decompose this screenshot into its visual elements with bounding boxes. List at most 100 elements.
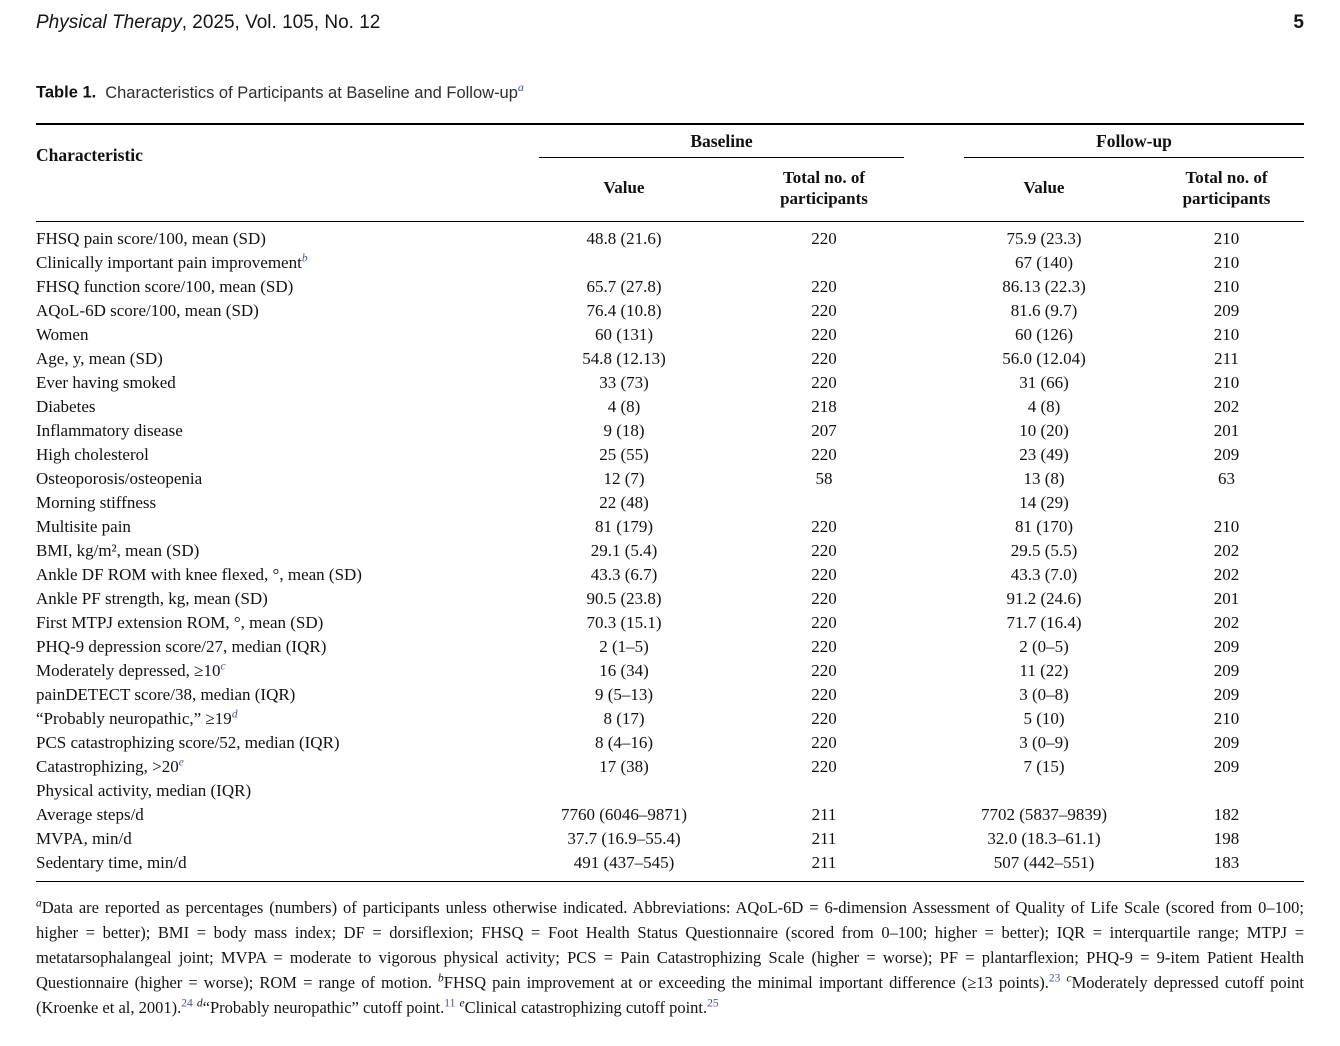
table-row: Average steps/d 7760 (6046–9871) 211 770…	[36, 803, 1304, 827]
followup-value-cell: 43.3 (7.0)	[1010, 564, 1078, 584]
baseline-total-cell: 220	[811, 276, 837, 296]
baseline-value-cell: 12 (7)	[603, 468, 645, 488]
baseline-group-header: Baseline	[539, 124, 939, 158]
baseline-total-cell: 220	[811, 636, 837, 656]
characteristic-cell: Ankle DF ROM with knee flexed, °, mean (…	[36, 563, 539, 587]
followup-value-cell	[939, 779, 1149, 803]
table-row: Osteoporosis/osteopenia 12 (7) 58 13 (8)…	[36, 467, 1304, 491]
baseline-value-cell: 9 (5–13)	[594, 684, 654, 704]
baseline-total-cell: 220	[811, 228, 837, 248]
followup-total-cell: 210	[1213, 324, 1240, 344]
followup-total-cell: 198	[1213, 828, 1240, 848]
baseline-value-cell: 2 (1–5)	[599, 636, 649, 656]
row-label-text: Diabetes	[36, 396, 96, 416]
followup-value-cell: 31 (66)	[1019, 372, 1069, 392]
baseline-total-cell: 218	[811, 396, 837, 416]
row-label-text: MVPA, min/d	[36, 828, 132, 848]
journal-citation-rest: , 2025, Vol. 105, No. 12	[181, 12, 381, 33]
followup-total-cell: 210	[1213, 252, 1240, 272]
followup-value-cell: 60 (126)	[1014, 324, 1074, 344]
characteristic-cell: Women	[36, 323, 539, 347]
characteristic-cell: Average steps/d	[36, 803, 539, 827]
row-label-text: Clinically important pain improvement	[36, 252, 302, 272]
baseline-value-cell: 491 (437–545)	[573, 852, 675, 872]
table-row: PHQ-9 depression score/27, median (IQR) …	[36, 635, 1304, 659]
followup-total-cell: 202	[1213, 396, 1240, 416]
table-caption-label: Table 1.	[36, 83, 97, 102]
characteristic-cell: MVPA, min/d	[36, 827, 539, 851]
row-footnote-marker[interactable]: d	[231, 707, 238, 720]
followup-value-cell: 10 (20)	[1019, 420, 1069, 440]
baseline-value-cell: 70.3 (15.1)	[586, 612, 662, 632]
baseline-total-cell: 220	[811, 756, 837, 776]
reference-link[interactable]: 23	[1048, 972, 1061, 984]
footnote-marker: c	[1066, 972, 1072, 984]
followup-value-cell: 5 (10)	[1023, 708, 1065, 728]
table-row: Ankle DF ROM with knee flexed, °, mean (…	[36, 563, 1304, 587]
table-row: MVPA, min/d 37.7 (16.9–55.4) 211 32.0 (1…	[36, 827, 1304, 851]
baseline-total-cell: 220	[811, 300, 837, 320]
baseline-total-cell: 220	[811, 708, 837, 728]
row-label-text: BMI, kg/m², mean (SD)	[36, 540, 200, 560]
reference-link[interactable]: 24	[181, 997, 193, 1009]
baseline-total-cell: 220	[811, 588, 837, 608]
row-footnote-marker[interactable]: b	[301, 251, 308, 264]
baseline-total-cell: 211	[811, 804, 837, 824]
followup-total-cell: 183	[1213, 852, 1240, 872]
row-label-text: High cholesterol	[36, 444, 149, 464]
reference-link[interactable]: 25	[707, 997, 719, 1009]
table-row: FHSQ function score/100, mean (SD) 65.7 …	[36, 275, 1304, 299]
row-label-text: Moderately depressed, ≥10	[36, 660, 221, 680]
baseline-total-cell: 220	[811, 684, 837, 704]
baseline-value-cell: 17 (38)	[599, 756, 649, 776]
footnote-text: “Probably neuropathic” cutoff point.	[202, 997, 445, 1017]
followup-total-cell: 210	[1213, 708, 1240, 728]
table-row: AQoL-6D score/100, mean (SD) 76.4 (10.8)…	[36, 299, 1304, 323]
followup-value-cell: 507 (442–551)	[993, 852, 1095, 872]
followup-total-cell	[1149, 779, 1304, 803]
baseline-total-cell: 220	[811, 540, 837, 560]
baseline-total-cell	[709, 779, 939, 803]
characteristic-cell: Morning stiffness	[36, 491, 539, 515]
baseline-value-cell: 43.3 (6.7)	[590, 564, 658, 584]
followup-total-cell: 209	[1213, 732, 1240, 752]
baseline-total-cell: 220	[811, 660, 837, 680]
baseline-value-cell: 48.8 (21.6)	[586, 228, 662, 248]
followup-value-cell: 3 (0–8)	[1019, 684, 1069, 704]
reference-link[interactable]: 11	[444, 997, 456, 1009]
baseline-total-cell: 211	[811, 852, 837, 872]
baseline-value-cell: 25 (55)	[599, 444, 649, 464]
table-row: Ever having smoked 33 (73) 220 31 (66) 2…	[36, 371, 1304, 395]
table-row: “Probably neuropathic,” ≥19d 8 (17) 220 …	[36, 707, 1304, 731]
followup-group-header: Follow-up	[939, 124, 1304, 158]
characteristic-cell: Osteoporosis/osteopenia	[36, 467, 539, 491]
followup-total-cell: 202	[1213, 540, 1240, 560]
baseline-value-cell: 8 (4–16)	[594, 732, 654, 752]
followup-value-cell: 14 (29)	[1019, 492, 1069, 512]
baseline-total-cell: 220	[811, 324, 837, 344]
followup-value-cell: 7 (15)	[1023, 756, 1065, 776]
followup-total-cell: 211	[1214, 348, 1239, 368]
table-row: First MTPJ extension ROM, °, mean (SD) 7…	[36, 611, 1304, 635]
row-footnote-marker[interactable]: c	[220, 659, 226, 672]
followup-value-cell: 29.5 (5.5)	[1010, 540, 1078, 560]
baseline-total-cell: 220	[811, 732, 837, 752]
baseline-value-cell: 29.1 (5.4)	[590, 540, 658, 560]
row-footnote-marker[interactable]: e	[178, 755, 184, 768]
characteristic-cell: painDETECT score/38, median (IQR)	[36, 683, 539, 707]
followup-value-cell: 2 (0–5)	[1019, 636, 1069, 656]
row-label-text: Ankle PF strength, kg, mean (SD)	[36, 588, 268, 608]
caption-footnote-marker[interactable]: a	[517, 80, 524, 94]
followup-value-cell: 86.13 (22.3)	[1002, 276, 1086, 296]
followup-value-cell: 81 (170)	[1014, 516, 1074, 536]
followup-value-cell: 32.0 (18.3–61.1)	[987, 828, 1101, 848]
followup-total-cell: 210	[1213, 228, 1240, 248]
baseline-total-cell	[709, 491, 939, 515]
baseline-value-cell: 90.5 (23.8)	[586, 588, 662, 608]
table-row: Clinically important pain improvementb 6…	[36, 251, 1304, 275]
followup-value-cell: 23 (49)	[1019, 444, 1069, 464]
characteristic-cell: Moderately depressed, ≥10c	[36, 659, 539, 683]
characteristic-cell: PHQ-9 depression score/27, median (IQR)	[36, 635, 539, 659]
baseline-total-cell	[709, 251, 939, 275]
